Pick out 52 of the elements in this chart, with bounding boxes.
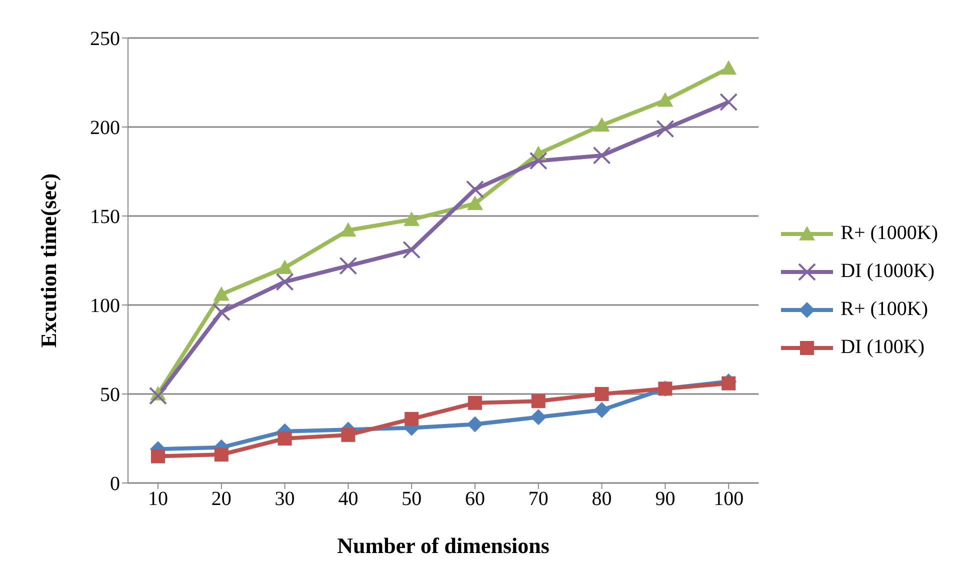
legend-label: R+ (1000K) <box>840 222 938 245</box>
y-tick-label: 250 <box>90 28 120 50</box>
x-tick-label: 20 <box>211 488 232 510</box>
point <box>467 196 484 210</box>
point <box>213 286 230 301</box>
point <box>530 409 546 426</box>
point <box>720 60 737 75</box>
point <box>656 120 674 138</box>
point <box>149 386 167 405</box>
point <box>594 402 610 418</box>
point <box>468 396 482 410</box>
point <box>276 272 294 291</box>
point <box>340 222 356 237</box>
legend-label: DI (100K) <box>840 336 924 359</box>
x-tick-label: 30 <box>274 488 295 510</box>
point <box>529 152 548 170</box>
x-tick-label: 80 <box>592 488 612 510</box>
x-tick-label: 40 <box>338 488 358 510</box>
x-tick-label: 70 <box>528 488 548 510</box>
point <box>339 256 358 275</box>
legend-label: DI (1000K) <box>840 260 934 283</box>
point <box>404 212 420 226</box>
point <box>531 394 546 408</box>
point <box>341 428 356 442</box>
x-tick-label: 10 <box>148 488 168 510</box>
y-tick-label: 0 <box>110 473 120 496</box>
point <box>722 376 736 390</box>
point <box>404 412 419 426</box>
x-axis-title: Number of dimensions <box>337 533 550 558</box>
point <box>466 180 484 198</box>
point <box>592 146 611 164</box>
y-tick-label: 200 <box>90 117 120 140</box>
y-tick-label: 150 <box>90 206 120 228</box>
point <box>467 416 484 432</box>
point <box>720 93 738 112</box>
legend-label: R+ (100K) <box>840 298 928 321</box>
x-tick-label: 90 <box>655 488 676 510</box>
x-tick-label: 60 <box>465 488 486 510</box>
point <box>214 448 228 462</box>
point <box>594 117 610 132</box>
point <box>151 449 165 464</box>
point <box>276 260 293 274</box>
y-axis-title: Excution time(sec) <box>36 173 61 348</box>
point <box>594 387 609 401</box>
point <box>278 432 292 446</box>
x-tick-label: 50 <box>402 488 422 510</box>
y-tick-label: 100 <box>90 295 120 318</box>
point <box>657 92 674 107</box>
y-tick-label: 50 <box>100 384 120 406</box>
point <box>402 240 421 259</box>
point <box>212 303 230 322</box>
x-tick-label: 100 <box>714 488 744 510</box>
